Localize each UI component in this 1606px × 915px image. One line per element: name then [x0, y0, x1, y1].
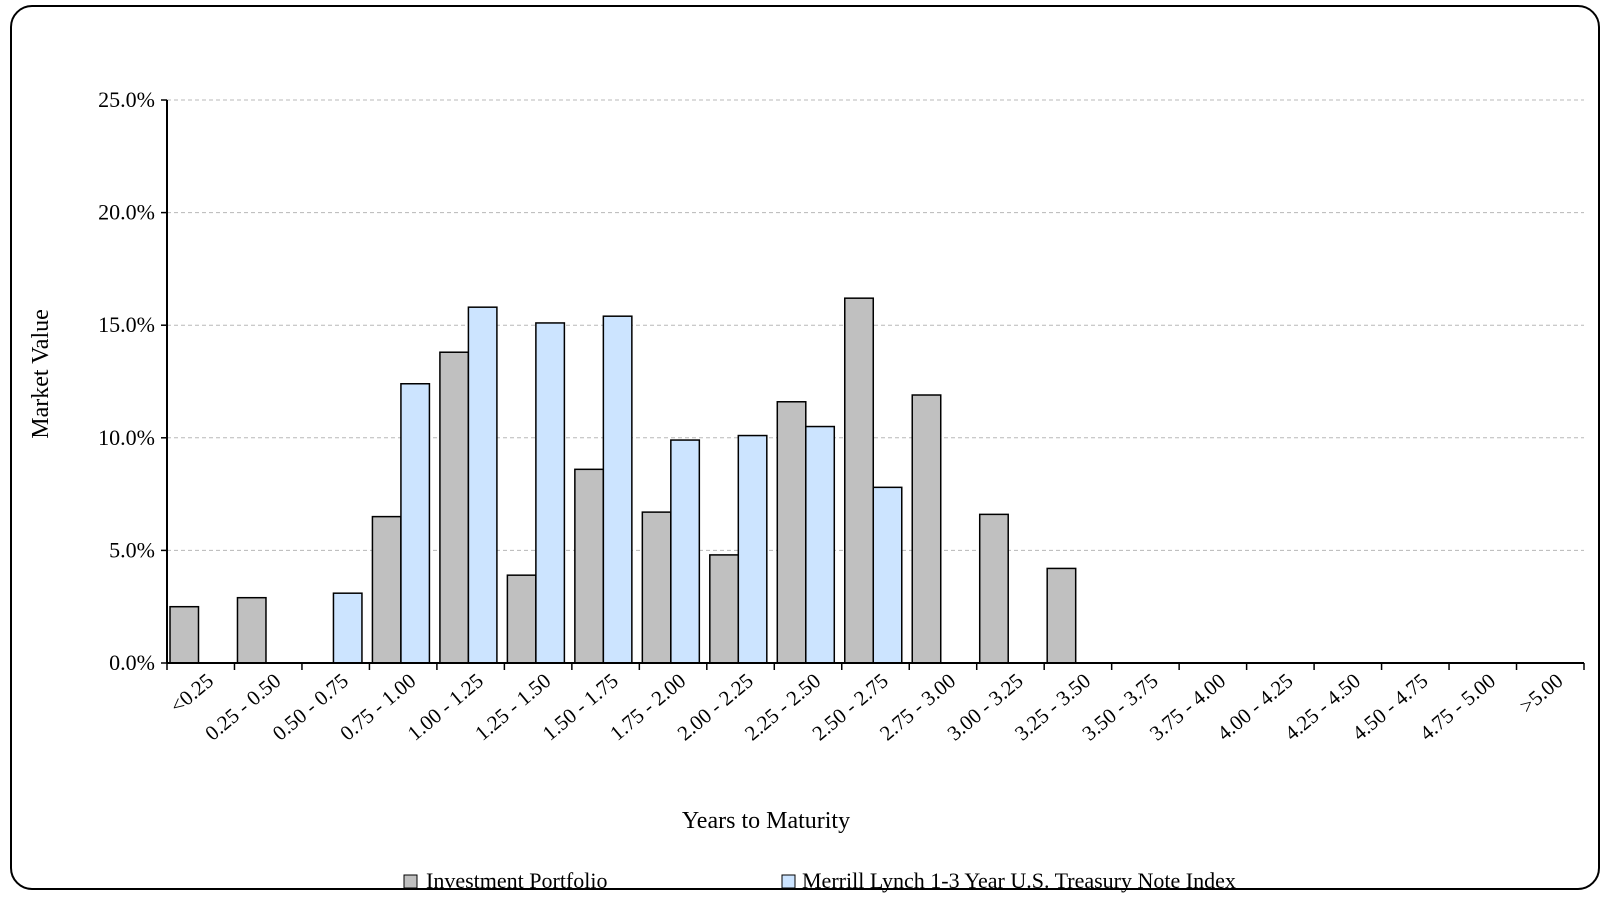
bar-investment-portfolio — [574, 468, 605, 664]
legend-swatch-investment-portfolio — [403, 874, 418, 889]
axes — [166, 100, 1585, 670]
y-tick-label: 0.0% — [109, 650, 155, 675]
bar-merrill-lynch-index — [535, 322, 566, 664]
bar-investment-portfolio — [506, 574, 537, 664]
bar-investment-portfolio — [709, 554, 740, 664]
bar-investment-portfolio — [641, 511, 672, 664]
x-tick-label: <0.25 — [165, 668, 218, 718]
y-tick-label: 15.0% — [98, 312, 155, 337]
x-tick-label: 4.75 - 5.00 — [1415, 668, 1500, 745]
bar-merrill-lynch-index — [805, 425, 836, 664]
x-tick-labels: <0.250.25 - 0.500.50 - 0.750.75 - 1.001.… — [165, 668, 1567, 745]
legend-swatch-merrill-lynch-index — [781, 874, 796, 889]
bar-investment-portfolio — [371, 515, 402, 664]
x-tick-label: >5.00 — [1515, 668, 1568, 718]
bar-investment-portfolio — [439, 351, 470, 664]
bar-merrill-lynch-index — [670, 439, 701, 664]
bar-investment-portfolio — [236, 596, 267, 664]
legend: Investment Portfolio Merrill Lynch 1-3 Y… — [403, 868, 1236, 893]
bar-investment-portfolio — [911, 394, 942, 664]
bar-merrill-lynch-index — [400, 383, 431, 664]
bar-merrill-lynch-index — [332, 592, 363, 664]
bar-merrill-lynch-index — [602, 315, 633, 664]
y-tick-label: 10.0% — [98, 425, 155, 450]
bar-investment-portfolio — [1046, 567, 1077, 664]
bar-merrill-lynch-index — [467, 306, 498, 664]
bar-merrill-lynch-index — [872, 486, 903, 664]
y-axis-title: Market Value — [28, 309, 54, 439]
bars — [169, 297, 1077, 664]
y-tick-labels: 0.0% 5.0% 10.0% 15.0% 20.0% 25.0% — [98, 87, 155, 675]
y-tick-label: 20.0% — [98, 200, 155, 225]
y-tick-label: 5.0% — [109, 537, 155, 562]
legend-label-merrill-lynch-index: Merrill Lynch 1-3 Year U.S. Treasury Not… — [802, 868, 1236, 893]
bar-investment-portfolio — [844, 297, 875, 664]
bar-merrill-lynch-index — [737, 434, 768, 664]
bar-investment-portfolio — [978, 513, 1009, 664]
bar-investment-portfolio — [169, 605, 200, 664]
bar-investment-portfolio — [776, 401, 807, 664]
x-axis-title: Years to Maturity — [682, 808, 850, 834]
y-tick-label: 25.0% — [98, 87, 155, 112]
legend-label-investment-portfolio: Investment Portfolio — [426, 868, 607, 893]
